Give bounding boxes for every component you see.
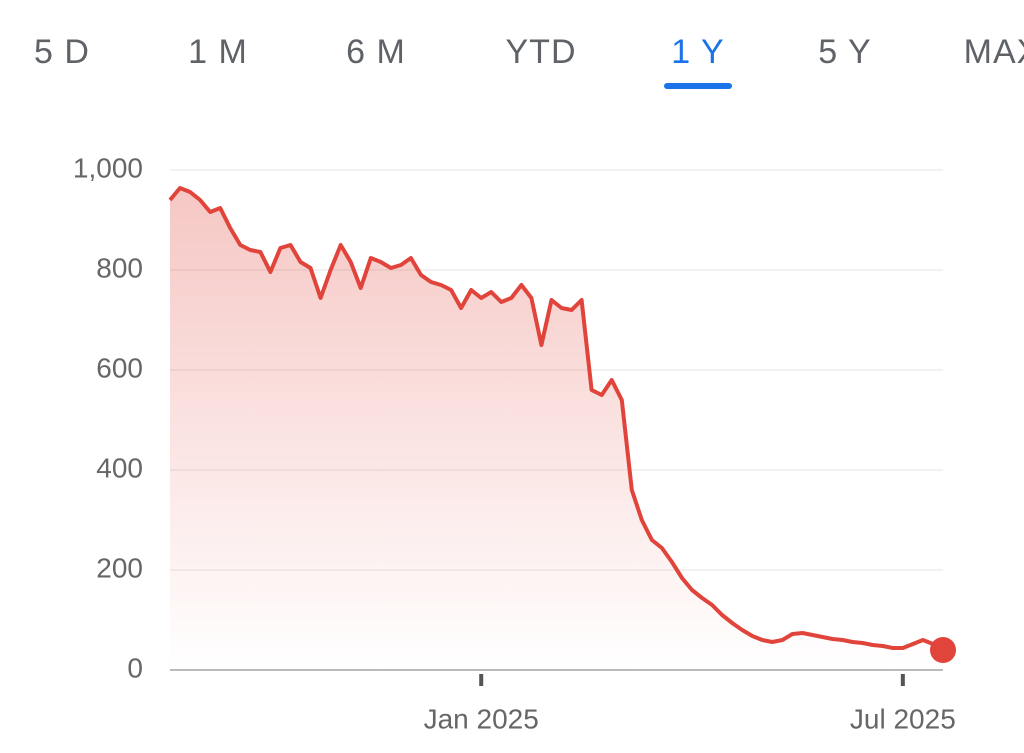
range-tab[interactable]: MAX — [964, 33, 1024, 71]
y-tick-label: 400 — [96, 452, 143, 483]
range-tab[interactable]: 6 M — [346, 33, 406, 71]
y-tick-label: 600 — [96, 352, 143, 383]
y-tick-label: 0 — [127, 652, 143, 683]
range-tab[interactable]: 1 Y — [671, 33, 724, 71]
x-tick-label: Jul 2025 — [850, 703, 956, 734]
y-tick-label: 1,000 — [73, 152, 143, 183]
range-tab[interactable]: 5 Y — [818, 33, 871, 71]
last-point — [930, 637, 956, 663]
area-fill — [170, 188, 943, 670]
price-line — [168, 186, 945, 652]
tab-underline — [664, 83, 732, 89]
range-tab[interactable]: YTD — [506, 33, 577, 71]
x-tick-label: Jan 2025 — [424, 703, 539, 734]
range-tab[interactable]: 5 D — [34, 33, 90, 71]
range-tab[interactable]: 1 M — [188, 33, 248, 71]
y-tick-label: 800 — [96, 252, 143, 283]
y-tick-label: 200 — [96, 552, 143, 583]
